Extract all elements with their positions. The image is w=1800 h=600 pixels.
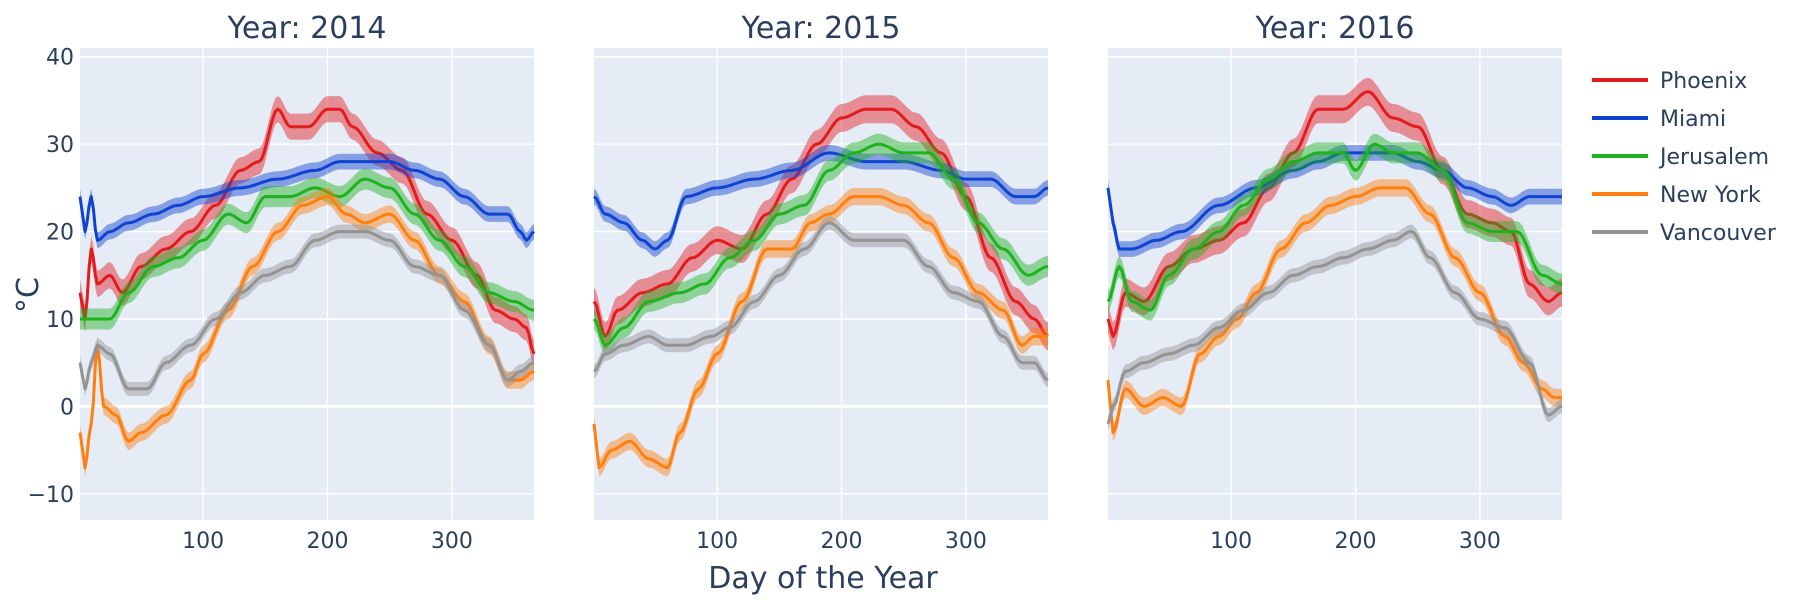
- panel-title: Year: 2016: [1255, 11, 1415, 46]
- line-new-york: [1106, 186, 1562, 435]
- legend-item-miami[interactable]: Miami: [1592, 107, 1726, 132]
- x-tick-label: 300: [945, 529, 987, 554]
- x-tick-label: 100: [182, 529, 224, 554]
- panel-title: Year: 2014: [227, 11, 387, 46]
- panel-title: Year: 2015: [741, 11, 901, 46]
- y-tick-label: 40: [46, 46, 74, 71]
- x-tick-label: 200: [821, 529, 863, 554]
- line-jerusalem: [1106, 142, 1563, 312]
- band-new-york: [594, 187, 1048, 477]
- line-phoenix: [592, 107, 1049, 338]
- band-miami: [594, 145, 1048, 257]
- legend-label: New York: [1660, 183, 1761, 208]
- x-tick-label: 300: [431, 529, 473, 554]
- panels-layer: 100 200 300 −10 0 10 20 30 40 Year: 2014 100 200 300…: [28, 11, 1563, 554]
- legend-item-jerusalem[interactable]: Jerusalem: [1592, 145, 1769, 170]
- legend-label: Miami: [1660, 107, 1726, 132]
- line-jerusalem: [592, 142, 1049, 347]
- x-tick-label: 300: [1459, 529, 1501, 554]
- legend-label: Phoenix: [1660, 69, 1747, 94]
- legend: Phoenix Miami Jerusalem New York Vancouver: [1592, 69, 1777, 246]
- y-axis-title: °C: [11, 277, 46, 313]
- legend-item-phoenix[interactable]: Phoenix: [1592, 69, 1747, 94]
- y-tick-label: −10: [28, 483, 74, 508]
- panel-1: 100 200 300 −10 0 10 20 30 40 Year: 2014: [28, 11, 536, 554]
- panel-3: 100 200 300 Year: 2016: [1106, 11, 1563, 554]
- x-tick-label: 100: [1210, 529, 1252, 554]
- line-phoenix: [78, 107, 536, 355]
- legend-item-new-york[interactable]: New York: [1592, 183, 1761, 208]
- line-new-york: [78, 195, 535, 470]
- legend-label: Vancouver: [1660, 221, 1777, 246]
- x-tick-label: 100: [696, 529, 738, 554]
- legend-label: Jerusalem: [1658, 145, 1769, 170]
- y-tick-label: 10: [46, 308, 74, 333]
- line-vancouver: [1106, 230, 1563, 425]
- line-phoenix: [1106, 90, 1563, 338]
- plot-area: [1108, 48, 1562, 520]
- line-miami: [78, 160, 535, 242]
- line-new-york: [592, 195, 1048, 470]
- band-miami: [80, 153, 534, 249]
- y-tick-label: 0: [60, 395, 74, 420]
- y-tick-label: 20: [46, 221, 74, 246]
- line-vancouver: [593, 221, 1049, 382]
- x-axis-title: Day of the Year: [708, 561, 938, 596]
- x-tick-label: 200: [307, 529, 349, 554]
- band-jerusalem: [80, 168, 534, 330]
- line-vancouver: [78, 230, 535, 391]
- panel-2: 100 200 300 Year: 2015: [592, 11, 1049, 554]
- legend-item-vancouver[interactable]: Vancouver: [1592, 221, 1777, 246]
- band-new-york: [1108, 179, 1562, 442]
- y-tick-label: 30: [46, 133, 74, 158]
- line-miami: [593, 151, 1049, 251]
- line-jerusalem: [80, 177, 535, 321]
- band-vancouver: [1108, 224, 1562, 431]
- x-tick-label: 200: [1335, 529, 1377, 554]
